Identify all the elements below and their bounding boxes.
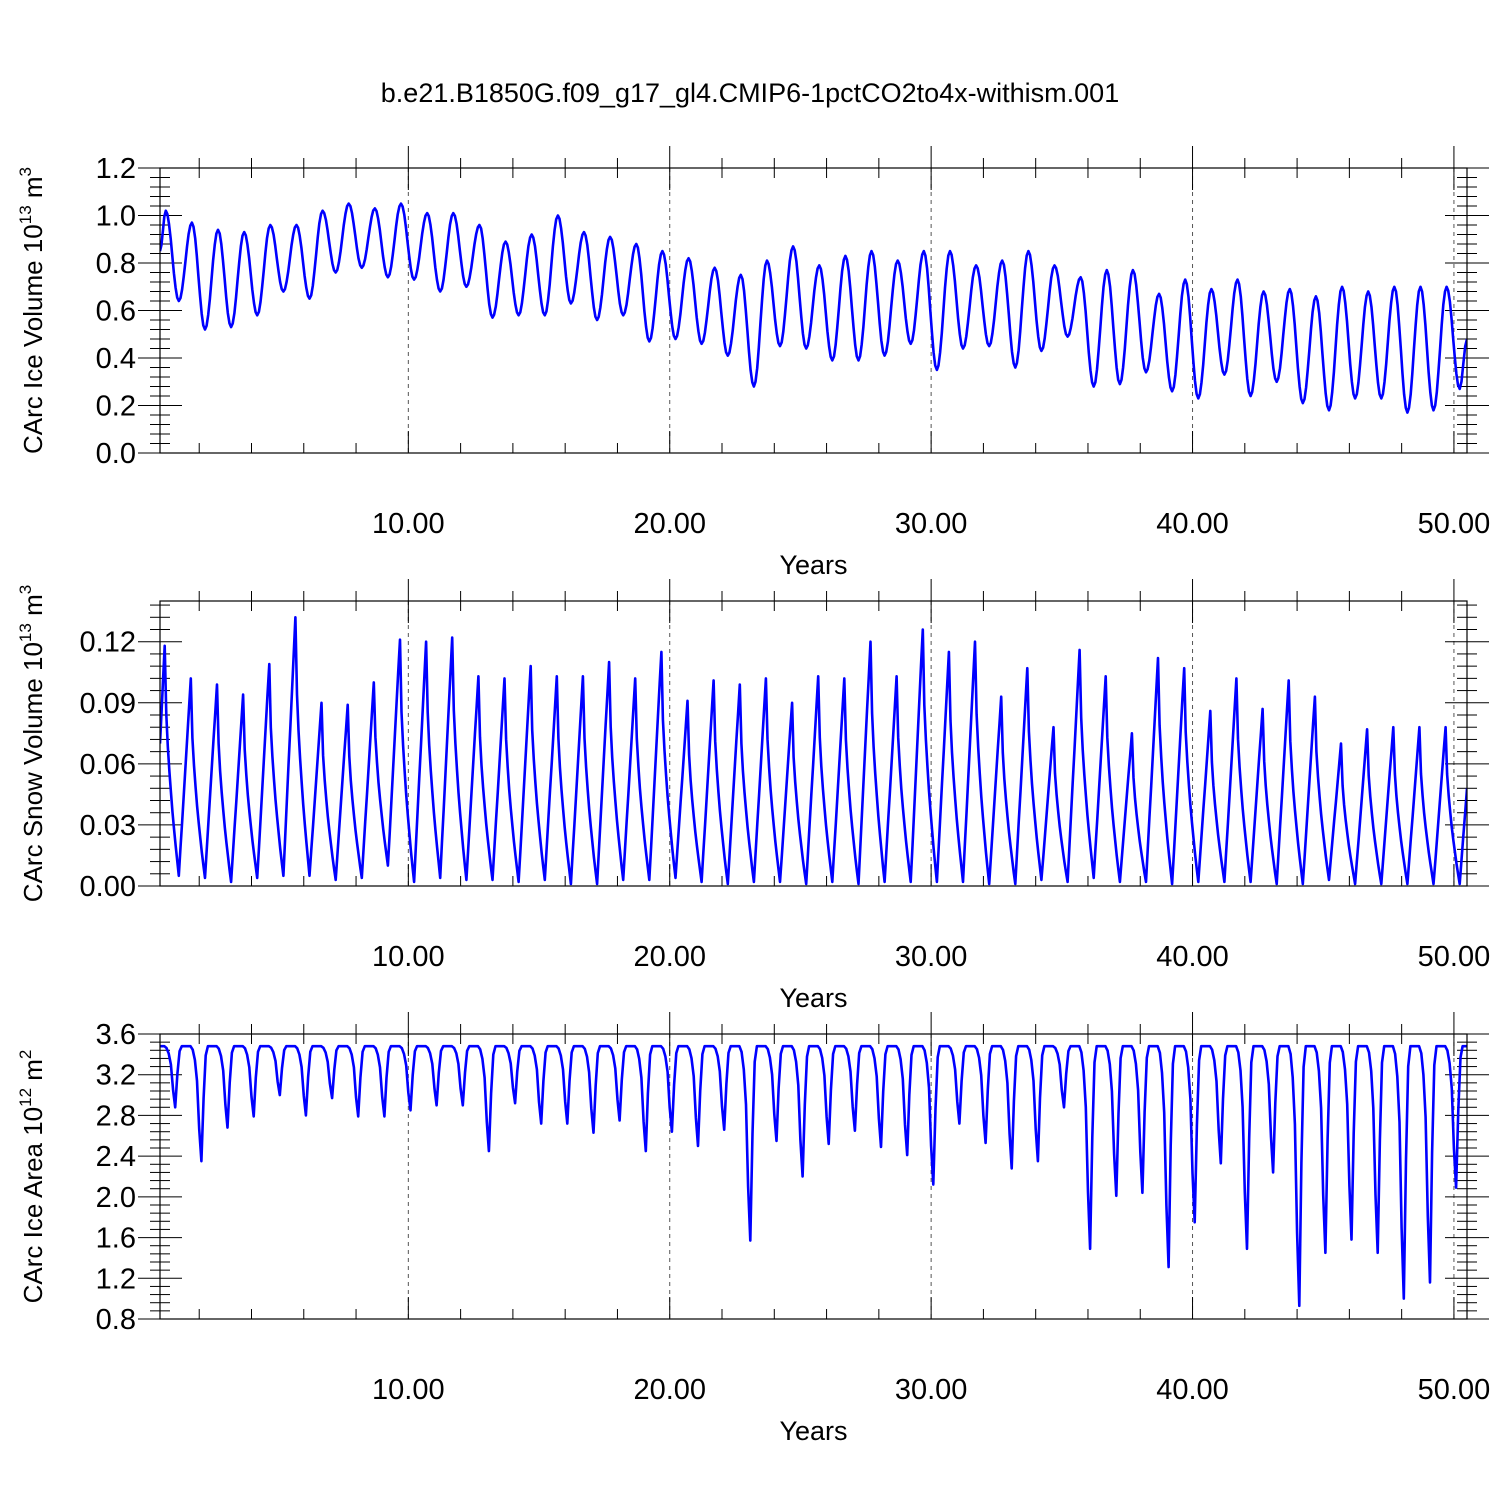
y-tick-label: 0.09 [80,688,136,720]
x-tick-label: 50.00 [1418,941,1491,973]
y-tick-label: 3.2 [96,1060,136,1092]
y-axis-label: CArc Snow Volume 1013 m3 [16,585,48,902]
y-tick-label: 2.8 [96,1100,136,1132]
plot-frame [159,1033,1468,1320]
x-tick-label: 30.00 [895,1374,968,1406]
x-tick-label: 40.00 [1156,941,1229,973]
y-axis-label-unit-exponent: 3 [16,585,35,594]
y-axis-label-unit: m [18,176,48,205]
y-axis-label-exponent: 13 [16,623,35,642]
y-axis-label-unit: m [18,1059,48,1088]
y-tick-label: 0.4 [96,343,136,375]
y-axis-label-text: CArc Ice Area 10 [18,1107,48,1304]
y-axis-label-unit-exponent: 3 [16,167,35,176]
y-tick-label: 0.12 [80,627,136,659]
series-line [160,202,1467,414]
x-axis-label: Years [779,1416,847,1446]
y-tick-label: 1.0 [96,201,136,233]
y-tick-label: 3.6 [96,1019,136,1051]
y-axis-label-text: CArc Snow Volume 10 [18,642,48,902]
x-tick-label: 50.00 [1418,508,1491,540]
panel-2: 0.00 0.03 0.06 0.09 0.12 10.00 20.00 30.00 40.00… [16,579,1490,1013]
y-tick-label: 1.2 [96,153,136,185]
y-tick-label: 0.06 [80,749,136,781]
x-axis-label: Years [779,550,847,580]
x-tick-label: 30.00 [895,941,968,973]
page-title: b.e21.B1850G.f09_g17_gl4.CMIP6-1pctCO2to… [380,78,1120,108]
y-tick-label: 2.0 [96,1182,136,1214]
plot-frame [159,167,1468,454]
y-tick-label: 1.2 [96,1263,136,1295]
series-line [160,616,1467,886]
x-tick-label: 10.00 [372,941,445,973]
y-axis-label-unit-exponent: 2 [16,1050,35,1059]
y-tick-label: 2.4 [96,1141,136,1173]
x-tick-label: 50.00 [1418,1374,1491,1406]
y-tick-label: 0.0 [96,438,136,470]
y-axis-label-exponent: 13 [16,205,35,224]
plot-frame [159,600,1468,887]
y-axis-label: CArc Ice Area 1012 m2 [16,1050,48,1304]
y-axis-label-exponent: 12 [16,1088,35,1107]
x-tick-label: 40.00 [1156,1374,1229,1406]
x-tick-label: 20.00 [633,1374,706,1406]
x-tick-label: 10.00 [372,1374,445,1406]
x-tick-label: 30.00 [895,508,968,540]
y-tick-label: 0.2 [96,391,136,423]
x-tick-label: 10.00 [372,508,445,540]
x-tick-label: 20.00 [633,941,706,973]
y-tick-label: 0.00 [80,871,136,903]
y-axis-label-text: CArc Ice Volume 10 [18,224,48,454]
x-axis-label: Years [779,983,847,1013]
series-line [160,1044,1467,1308]
x-tick-label: 20.00 [633,508,706,540]
y-tick-label: 0.8 [96,1304,136,1336]
y-tick-label: 0.6 [96,296,136,328]
y-tick-label: 0.8 [96,248,136,280]
y-axis-label: CArc Ice Volume 1013 m3 [16,167,48,454]
panel-1: 0.0 0.2 0.4 0.6 0.8 1.0 1.2 10.00 20.00 30.00 40.0… [16,146,1490,580]
y-tick-label: 0.03 [80,810,136,842]
y-tick-label: 1.6 [96,1223,136,1255]
x-tick-label: 40.00 [1156,508,1229,540]
y-axis-label-unit: m [18,594,48,623]
panel-3: 0.8 1.2 1.6 2.0 2.4 2.8 3.2 3.6 10.00 20.00 30.00 4… [16,1012,1490,1446]
